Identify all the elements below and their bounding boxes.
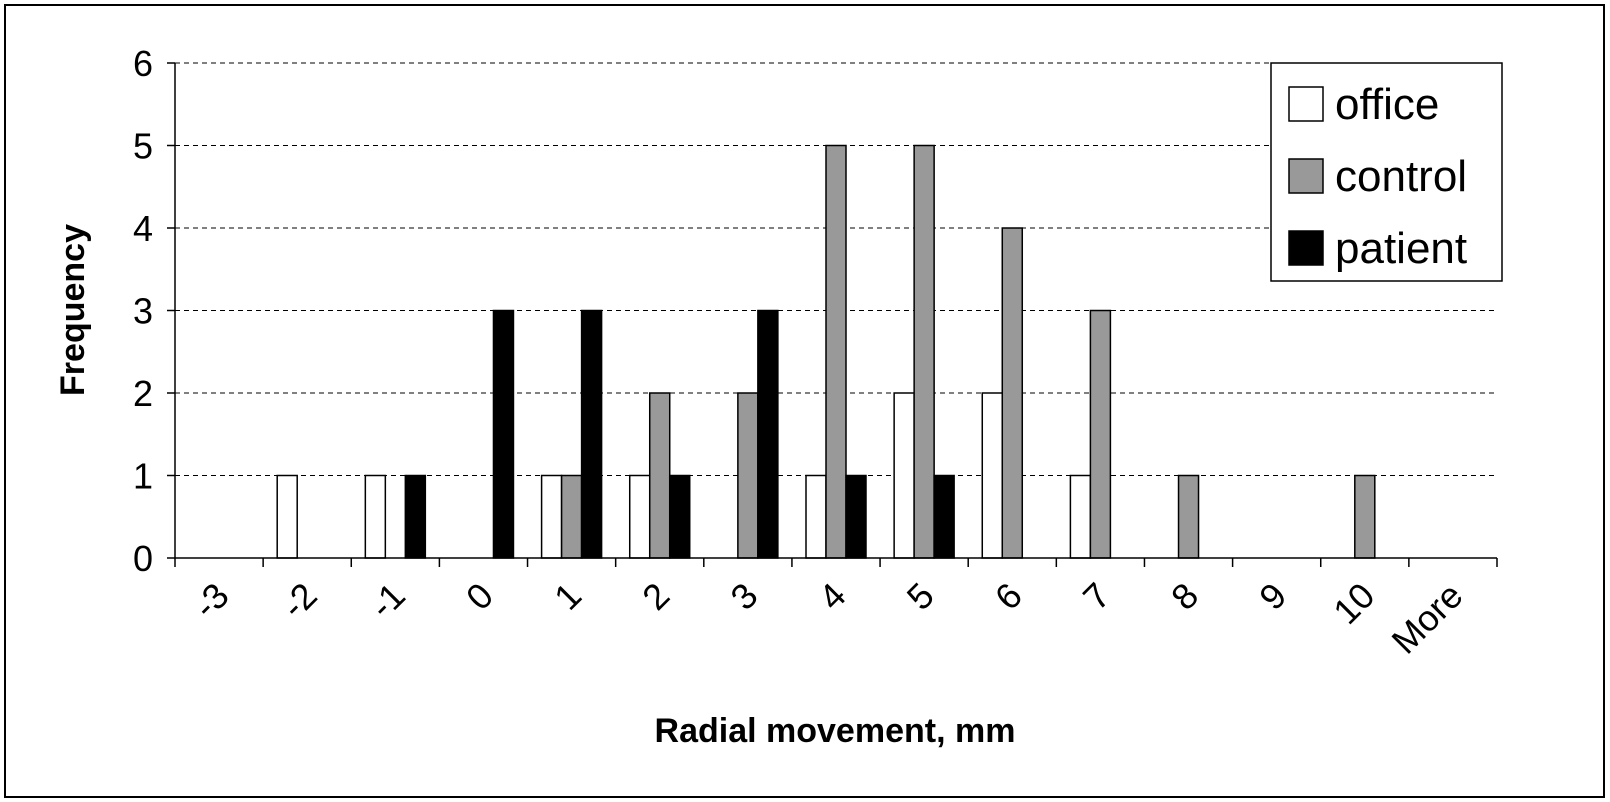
bar-control: [1089, 309, 1112, 559]
bar-office: [276, 474, 298, 559]
y-tick-label: 5: [133, 126, 153, 167]
legend-swatch-office: [1288, 86, 1324, 122]
bar-patient: [757, 309, 779, 559]
bar-office: [628, 474, 651, 559]
y-tick-label: 4: [133, 208, 153, 249]
axes: [167, 62, 1498, 567]
y-tick-label: 2: [133, 373, 153, 414]
legend-swatch-patient: [1288, 230, 1324, 266]
legend: office control patient: [1270, 62, 1503, 282]
legend-label-office: office: [1335, 80, 1439, 129]
bar-patient: [933, 474, 955, 559]
bar-office: [981, 392, 1004, 559]
bar-control: [737, 392, 759, 559]
bar-office: [805, 474, 827, 559]
bar-control: [1177, 474, 1200, 559]
y-tick-label: 6: [133, 43, 153, 84]
y-tick-label: 3: [133, 291, 153, 332]
bar-office: [540, 474, 563, 559]
bar-control: [648, 392, 671, 559]
bar-patient: [580, 309, 603, 559]
y-axis-title: Frequency: [54, 224, 92, 396]
bar-control: [560, 474, 583, 559]
bar-office: [364, 474, 387, 559]
bar-patient: [668, 474, 691, 559]
bars: [276, 144, 1376, 559]
bar-control: [825, 144, 847, 559]
bar-control: [1001, 227, 1024, 559]
bar-control: [913, 144, 935, 559]
legend-label-patient: patient: [1335, 224, 1467, 273]
bar-patient: [404, 474, 427, 559]
bar-control: [1354, 474, 1376, 559]
y-tick-label: 0: [133, 538, 153, 579]
bar-patient: [492, 309, 515, 559]
bar-office: [1069, 474, 1092, 559]
y-tick-label: 1: [133, 456, 153, 497]
legend-swatch-control: [1288, 158, 1324, 194]
bar-patient: [845, 474, 867, 559]
bar-office: [893, 392, 915, 559]
legend-label-control: control: [1335, 152, 1467, 201]
x-axis-title: Radial movement, mm: [655, 712, 1016, 750]
